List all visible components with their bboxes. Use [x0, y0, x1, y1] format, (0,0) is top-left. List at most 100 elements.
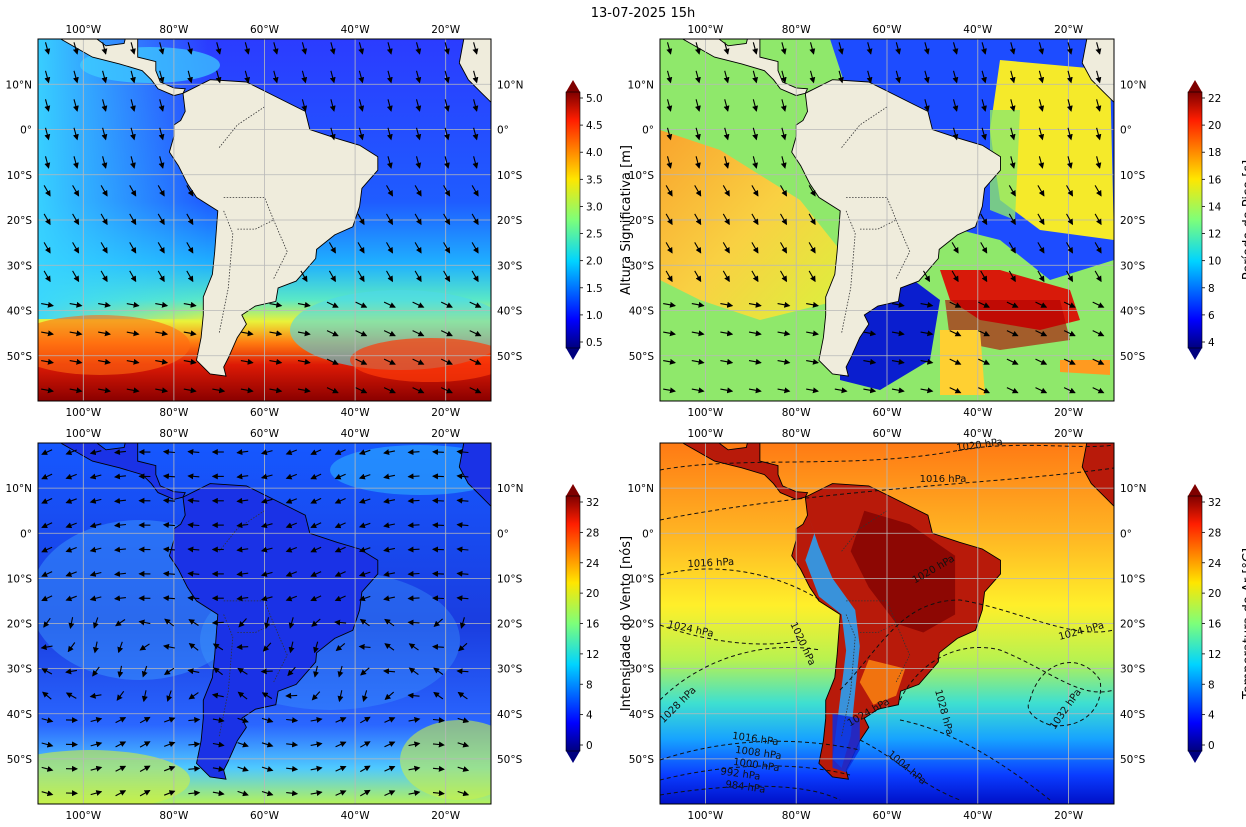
vector-arrow [360, 789, 371, 797]
lat-tick-label: 30°S [1120, 664, 1146, 676]
vector-arrow [695, 156, 701, 169]
vector-arrow [407, 473, 420, 480]
vector-arrow [212, 790, 225, 797]
vector-arrow [335, 642, 346, 652]
vector-arrow [41, 717, 54, 724]
colorbar-tick-label: 12 [1208, 229, 1221, 241]
vector-arrow [780, 127, 787, 141]
vector-arrow [472, 42, 479, 55]
vector-arrow [188, 717, 201, 723]
vector-arrow [386, 185, 393, 197]
vector-arrow [695, 70, 701, 84]
vector-arrow [407, 546, 420, 553]
vector-arrow [260, 473, 273, 480]
vector-arrow [408, 765, 421, 772]
vector-arrow [188, 765, 201, 772]
isobar [660, 740, 861, 761]
lat-tick-label: 10°S [497, 573, 523, 585]
vector-arrow [310, 449, 322, 455]
lon-tick-label: 100°W [65, 810, 101, 822]
vector-arrow [923, 99, 930, 112]
lat-tick-label: 20°S [629, 619, 655, 631]
vector-arrow [43, 270, 51, 283]
lat-tick-label: 0° [20, 528, 32, 540]
vector-arrow [358, 70, 365, 84]
vector-arrow [90, 765, 103, 772]
lat-tick-label: 50°S [1120, 351, 1146, 363]
country-border [841, 210, 856, 334]
vector-arrow [114, 595, 126, 602]
vector-arrow [44, 70, 51, 84]
vector-arrow [666, 127, 673, 141]
isobar [1027, 662, 1102, 727]
vector-arrow [691, 387, 705, 394]
vector-arrow [260, 668, 273, 675]
vector-arrow [130, 70, 136, 84]
vector-arrow [329, 70, 336, 84]
vector-arrow [311, 691, 321, 701]
vector-arrow [212, 717, 225, 724]
lat-tick-label: 0° [20, 125, 32, 137]
vector-arrow [41, 522, 53, 529]
vector-arrow [215, 42, 222, 55]
vector-arrow [157, 185, 165, 197]
lat-tick-label: 30°S [497, 260, 523, 272]
lat-tick-label: 10°S [7, 170, 33, 182]
vector-arrow [863, 387, 877, 394]
vector-arrow [780, 42, 787, 55]
lat-tick-label: 20°S [1120, 215, 1146, 227]
vector-arrow [326, 301, 339, 308]
vector-arrow [780, 270, 787, 283]
vector-arrow [806, 330, 819, 337]
lon-tick-label: 20°W [431, 810, 461, 822]
vector-arrow [286, 765, 299, 772]
vector-arrow [236, 570, 249, 577]
vector-arrow [1095, 99, 1102, 112]
vector-arrow [211, 692, 224, 699]
lon-tick-label: 80°W [782, 810, 812, 822]
vector-arrow [384, 643, 395, 651]
vector-arrow [384, 790, 396, 796]
lat-tick-label: 10°N [6, 483, 32, 495]
vector-arrow [415, 99, 422, 112]
vector-arrow [139, 790, 151, 797]
vector-arrow [1035, 330, 1048, 337]
vector-arrow [301, 70, 308, 84]
vector-arrow [414, 242, 422, 254]
vector-arrow [114, 546, 126, 553]
vector-arrow [186, 270, 194, 283]
vector-arrow [440, 301, 453, 308]
lat-tick-label: 10°N [628, 483, 654, 495]
vector-arrow [65, 546, 77, 553]
vector-arrow [272, 70, 279, 84]
vector-arrow [240, 358, 254, 365]
vector-arrow [126, 301, 140, 308]
vector-arrow [806, 301, 819, 308]
vector-arrow [212, 643, 224, 651]
lon-tick-label: 80°W [159, 428, 189, 440]
vector-arrow [237, 667, 248, 675]
vector-arrow [300, 270, 308, 283]
vector-arrow [188, 692, 199, 700]
country-border [841, 106, 888, 148]
vector-arrow [780, 185, 787, 197]
vector-arrow [92, 666, 100, 677]
lat-tick-label: 0° [497, 125, 509, 137]
vector-arrow [412, 301, 425, 308]
vector-arrow [891, 358, 905, 365]
vector-arrow [130, 42, 136, 55]
vector-arrow [90, 790, 103, 796]
vector-arrow [694, 270, 702, 283]
vector-arrow [1066, 127, 1073, 141]
lon-tick-label: 40°W [963, 407, 993, 419]
vector-arrow [469, 358, 482, 365]
vector-arrow [777, 358, 791, 365]
vector-arrow [415, 156, 422, 169]
vector-arrow [386, 270, 393, 283]
lat-tick-label: 20°S [629, 215, 655, 227]
vector-arrow [285, 595, 298, 602]
vector-arrow [384, 691, 395, 700]
vector-arrow [139, 741, 151, 748]
vector-arrow [301, 99, 308, 112]
vector-arrow [456, 448, 469, 455]
